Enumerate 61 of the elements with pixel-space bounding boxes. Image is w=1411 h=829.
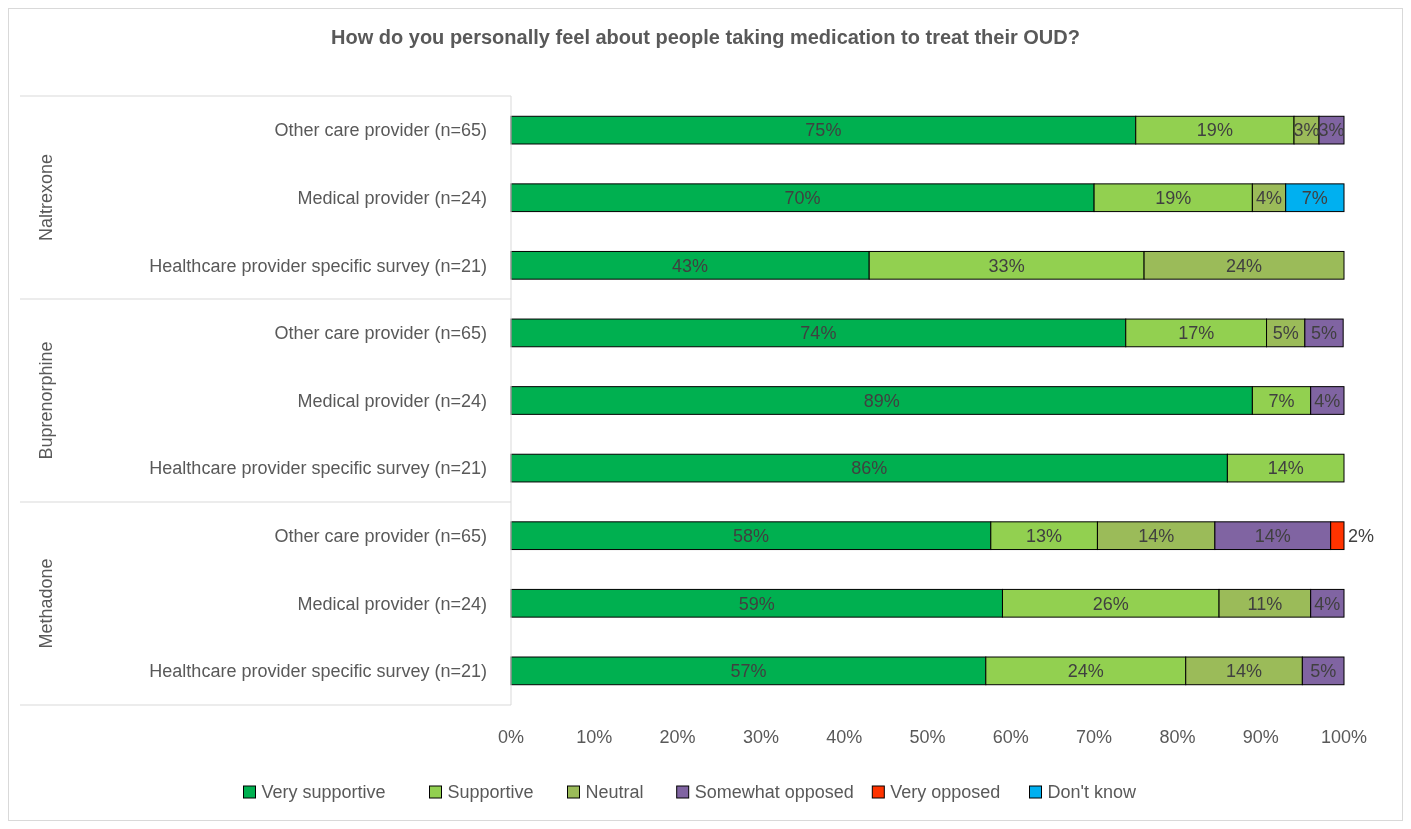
data-label: 14%	[1226, 661, 1263, 682]
data-label: 4%	[1314, 593, 1341, 614]
text: Buprenorphine	[36, 341, 57, 460]
data-label: 5%	[1311, 323, 1338, 344]
legend-label: Neutral	[585, 782, 644, 803]
x-tick-label: 40%	[826, 727, 863, 747]
data-label: 59%	[738, 593, 775, 614]
data-label: 26%	[1092, 593, 1129, 614]
y-tick-label: Healthcare provider specific survey (n=21)	[149, 255, 487, 276]
y-tick-label: Other care provider (n=65)	[274, 120, 487, 141]
data-label: 7%	[1301, 188, 1328, 209]
x-tick-label: 80%	[1159, 727, 1196, 747]
y-tick-label: Medical provider (n=24)	[297, 188, 487, 209]
y-tick-label: Other care provider (n=65)	[274, 525, 487, 546]
x-tick-label: 60%	[992, 727, 1029, 747]
data-label: 14%	[1254, 525, 1291, 546]
data-label: 4%	[1256, 188, 1283, 209]
data-label: 14%	[1267, 458, 1304, 479]
data-label: 17%	[1178, 323, 1215, 344]
data-label: 4%	[1314, 390, 1341, 411]
data-label: 7%	[1268, 390, 1295, 411]
data-label: 70%	[784, 188, 821, 209]
x-tick-label: 70%	[1076, 727, 1113, 747]
legend-label: Very opposed	[890, 782, 1001, 803]
text: Methadone	[36, 558, 57, 649]
data-label: 13%	[1026, 525, 1063, 546]
x-tick-label: 50%	[909, 727, 946, 747]
y-tick-label: Healthcare provider specific survey (n=21)	[149, 661, 487, 682]
text: Naltrexone	[36, 153, 57, 242]
data-label: 14%	[1138, 525, 1175, 546]
x-tick-label: 90%	[1242, 727, 1279, 747]
data-label: 58%	[732, 525, 769, 546]
data-label: 5%	[1272, 323, 1299, 344]
data-label: 86%	[851, 458, 888, 479]
data-label: 74%	[800, 323, 837, 344]
y-tick-label: Other care provider (n=65)	[274, 323, 487, 344]
data-label: 11%	[1247, 593, 1283, 614]
data-label: 57%	[730, 661, 767, 682]
legend-label: Somewhat opposed	[694, 782, 854, 803]
data-label: 19%	[1155, 188, 1192, 209]
y-tick-label: Medical provider (n=24)	[297, 593, 487, 614]
data-label: 33%	[988, 255, 1025, 276]
data-label: 43%	[672, 255, 709, 276]
x-tick-label: 30%	[742, 727, 779, 747]
legend-label: Supportive	[447, 782, 534, 803]
data-label: 5%	[1310, 661, 1337, 682]
y-tick-label: Healthcare provider specific survey (n=21)	[149, 458, 487, 479]
chart-title: How do you personally feel about people taking medication to treat their OUD?	[331, 26, 1080, 48]
data-label: 2%	[1348, 525, 1375, 546]
legend-label: Very supportive	[261, 782, 386, 803]
data-label: 89%	[863, 390, 900, 411]
x-tick-label: 10%	[576, 727, 613, 747]
legend-label: Don't know	[1047, 782, 1137, 803]
data-label: 75%	[805, 120, 842, 141]
x-tick-label: 20%	[659, 727, 696, 747]
data-label: 24%	[1226, 255, 1263, 276]
x-tick-label: 100%	[1320, 727, 1368, 747]
y-tick-label: Medical provider (n=24)	[297, 390, 487, 411]
x-tick-label: 0%	[497, 727, 525, 747]
data-label: 19%	[1196, 120, 1233, 141]
data-label: 24%	[1067, 661, 1104, 682]
